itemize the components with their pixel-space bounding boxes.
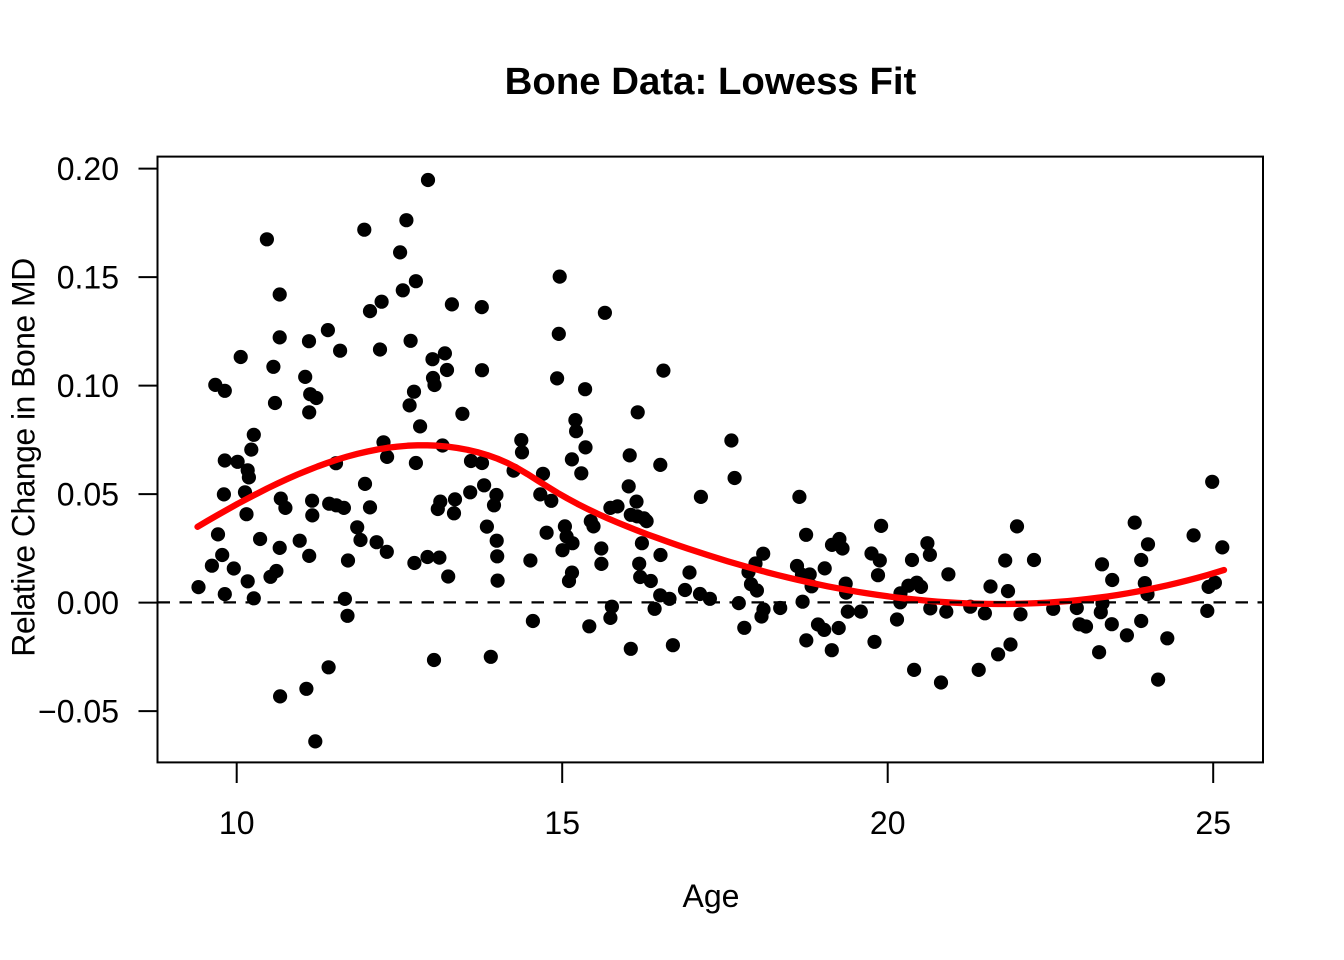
svg-text:−0.05: −0.05: [38, 694, 119, 730]
svg-text:25: 25: [1195, 805, 1231, 841]
svg-text:0.00: 0.00: [57, 585, 119, 621]
svg-text:0.10: 0.10: [57, 368, 119, 404]
svg-text:0.20: 0.20: [57, 151, 119, 187]
svg-text:Bone Data: Lowess Fit: Bone Data: Lowess Fit: [505, 60, 917, 103]
svg-text:Age: Age: [683, 878, 740, 914]
svg-text:0.05: 0.05: [57, 477, 119, 513]
svg-text:10: 10: [219, 805, 255, 841]
svg-text:0.15: 0.15: [57, 260, 119, 296]
svg-text:15: 15: [544, 805, 580, 841]
svg-text:Relative Change in Bone MD: Relative Change in Bone MD: [6, 258, 42, 656]
svg-text:20: 20: [870, 805, 906, 841]
